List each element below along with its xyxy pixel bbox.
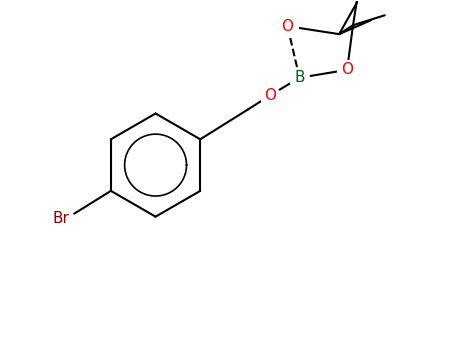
Text: O: O	[341, 62, 353, 77]
Text: B: B	[294, 70, 305, 85]
Text: Br: Br	[53, 211, 70, 226]
Text: O: O	[282, 19, 293, 34]
Text: O: O	[264, 88, 276, 103]
